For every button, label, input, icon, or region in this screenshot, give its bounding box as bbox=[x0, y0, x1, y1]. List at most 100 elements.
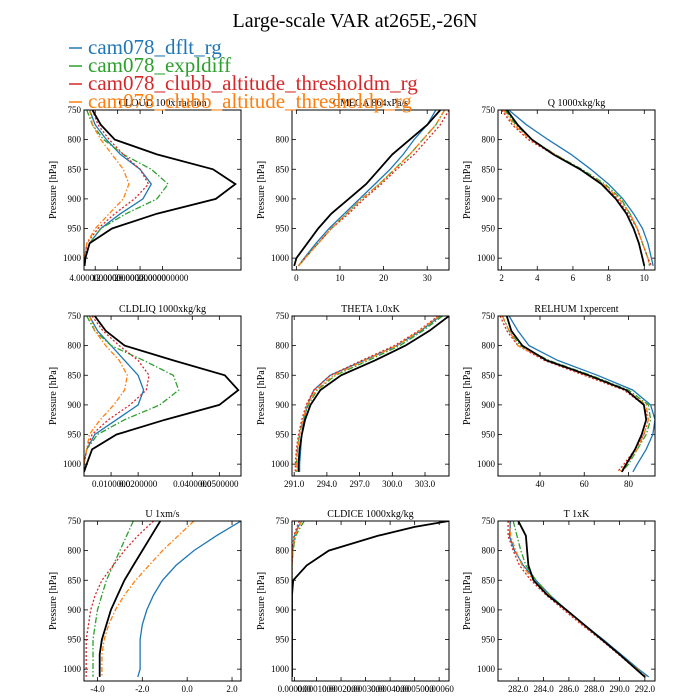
x-tick-label: 0.000000 bbox=[278, 684, 312, 694]
series-line-cam078_clubb_altitude_thresholdm_rg bbox=[85, 521, 154, 677]
series-line-cam078_dflt_rg bbox=[137, 521, 241, 678]
x-tick-label: 6 bbox=[571, 273, 576, 283]
panel-6: RELHUM 1xpercent Pressure [hPa] 750 800 850 9… bbox=[462, 304, 656, 489]
plot-frame bbox=[497, 109, 656, 271]
x-tick-label: 28.000000000 bbox=[137, 273, 189, 283]
x-tick-label: 0.0001000 bbox=[297, 684, 336, 694]
series-line-cam078_clubb_altitude_thresholdm_rg bbox=[298, 110, 449, 267]
x-tick-label: 292.0 bbox=[635, 684, 656, 694]
x-tick-label: 4 bbox=[535, 273, 540, 283]
y-tick-label: 950 bbox=[482, 635, 496, 645]
y-tick-label: 1000 bbox=[271, 459, 290, 469]
y-tick-label: 950 bbox=[276, 635, 290, 645]
x-tick-label: 290.0 bbox=[609, 684, 630, 694]
y-tick-label: 1000 bbox=[271, 664, 290, 674]
panel-2: OMEGA 864xPa/s Pressure [hPa] 800 850 900 950… bbox=[256, 98, 450, 283]
series-line-cam078_expldiff bbox=[292, 521, 305, 677]
x-tick-label: 297.0 bbox=[349, 479, 370, 489]
x-tick-label: 0.0100000 bbox=[92, 479, 131, 489]
series-line-reference bbox=[293, 110, 441, 267]
x-tick-label: 80 bbox=[624, 479, 634, 489]
y-tick-label: 750 bbox=[276, 516, 290, 526]
series-line-reference bbox=[292, 521, 449, 677]
y-tick-label: 800 bbox=[276, 341, 290, 351]
x-tick-label: 20.000000000 bbox=[114, 273, 166, 283]
panel-8: CLDICE 1000xkg/kg Pressure [hPa] 750 800 850… bbox=[256, 509, 454, 694]
series-line-cam078_dflt_rg bbox=[84, 110, 153, 266]
y-tick-label: 850 bbox=[482, 164, 496, 174]
x-tick-label: 20 bbox=[379, 273, 389, 283]
x-tick-label: 0.00060 bbox=[425, 684, 455, 694]
panel-title: U 1xm/s bbox=[145, 509, 179, 520]
series-line-cam078_clubb_altitude_thresholdp_rg bbox=[508, 521, 647, 678]
y-tick-label: 900 bbox=[276, 605, 290, 615]
panel-7: U 1xm/s Pressure [hPa] 750 800 850 900 950 1000… bbox=[48, 509, 242, 694]
series-line-cam078_clubb_altitude_thresholdp_rg bbox=[292, 521, 303, 677]
y-tick-label: 800 bbox=[482, 341, 496, 351]
x-tick-label: 294.0 bbox=[317, 479, 338, 489]
panel-1: CLOUD 100xfraction Pressure [hPa] 750 800 85… bbox=[48, 98, 242, 283]
x-tick-label: 8 bbox=[606, 273, 611, 283]
y-axis-label: Pressure [hPa] bbox=[48, 572, 59, 630]
series-line-cam078_clubb_altitude_thresholdp_rg bbox=[298, 110, 446, 267]
x-tick-label: 0.0 bbox=[182, 684, 194, 694]
plot-frame bbox=[291, 315, 450, 477]
series-line-reference bbox=[84, 110, 237, 266]
x-tick-label: 2.0 bbox=[226, 684, 238, 694]
x-tick-label: 10 bbox=[640, 273, 650, 283]
series-line-cam078_clubb_altitude_thresholdm_rg bbox=[84, 316, 150, 472]
series-line-reference bbox=[506, 110, 646, 267]
y-tick-label: 1000 bbox=[477, 459, 496, 469]
y-tick-label: 850 bbox=[68, 164, 82, 174]
series-line-cam078_dflt_rg bbox=[508, 110, 654, 267]
x-tick-label: 0.0500000 bbox=[200, 479, 239, 489]
series-line-cam078_expldiff bbox=[84, 316, 180, 472]
plot-frame bbox=[83, 109, 242, 271]
y-axis-label: Pressure [hPa] bbox=[256, 367, 267, 425]
panel-5: THETA 1.0xK Pressure [hPa] 750 800 850 900 950… bbox=[256, 304, 450, 489]
series-line-cam078_expldiff bbox=[512, 521, 647, 678]
series-line-cam078_clubb_altitude_thresholdm_rg bbox=[294, 316, 439, 472]
x-tick-label: 12.000000000 bbox=[92, 273, 144, 283]
y-tick-label: 750 bbox=[68, 516, 82, 526]
x-tick-label: 10 bbox=[335, 273, 345, 283]
series-line-reference bbox=[505, 316, 648, 473]
legend: cam078_dflt_rgcam078_expldiffcam078_club… bbox=[69, 35, 418, 113]
x-tick-label: 60 bbox=[580, 479, 590, 489]
x-tick-label: 4.0000000000 bbox=[69, 273, 121, 283]
x-tick-label: 0.0004000 bbox=[371, 684, 410, 694]
y-tick-label: 750 bbox=[276, 311, 290, 321]
y-axis-label: Pressure [hPa] bbox=[462, 572, 473, 630]
y-tick-label: 750 bbox=[482, 516, 496, 526]
x-tick-label: -2.0 bbox=[135, 684, 150, 694]
series-line-reference bbox=[297, 316, 449, 472]
series-line-cam078_clubb_altitude_thresholdp_rg bbox=[502, 110, 651, 267]
plot-frame bbox=[83, 520, 242, 682]
series-line-cam078_clubb_altitude_thresholdm_rg bbox=[84, 110, 150, 266]
series-line-cam078_clubb_altitude_thresholdm_rg bbox=[501, 110, 652, 267]
y-tick-label: 800 bbox=[68, 341, 82, 351]
series-line-cam078_dflt_rg bbox=[298, 316, 441, 472]
series-line-cam078_clubb_altitude_thresholdp_rg bbox=[501, 316, 650, 473]
series-line-cam078_expldiff bbox=[298, 110, 446, 267]
series-line-reference bbox=[517, 521, 646, 678]
y-tick-label: 750 bbox=[68, 105, 82, 115]
plot-frame bbox=[291, 520, 450, 682]
y-tick-label: 850 bbox=[482, 575, 496, 585]
x-tick-label: -4.0 bbox=[90, 684, 105, 694]
y-tick-label: 850 bbox=[68, 370, 82, 380]
y-tick-label: 950 bbox=[68, 224, 82, 234]
y-tick-label: 850 bbox=[276, 575, 290, 585]
y-tick-label: 900 bbox=[276, 194, 290, 204]
panel-title: Q 1000xkg/kg bbox=[548, 98, 606, 109]
series-line-cam078_clubb_altitude_thresholdp_rg bbox=[84, 316, 128, 472]
y-axis-label: Pressure [hPa] bbox=[462, 161, 473, 219]
y-tick-label: 950 bbox=[482, 430, 496, 440]
x-tick-label: 288.0 bbox=[584, 684, 605, 694]
y-tick-label: 900 bbox=[482, 194, 496, 204]
y-axis-label: Pressure [hPa] bbox=[462, 367, 473, 425]
x-tick-label: 0.0200000 bbox=[119, 479, 158, 489]
y-tick-label: 800 bbox=[276, 546, 290, 556]
